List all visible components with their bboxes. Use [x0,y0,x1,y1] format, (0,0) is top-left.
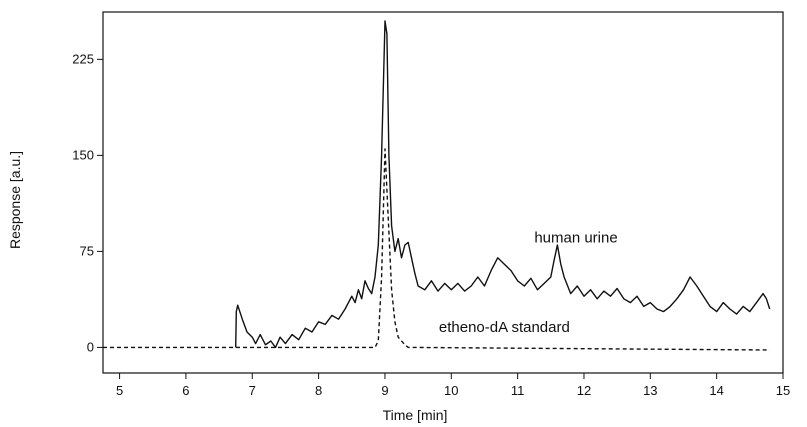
x-tick-label: 14 [709,383,723,398]
y-axis-title: Response [a.u.] [7,151,23,249]
x-tick-label: 9 [381,383,388,398]
x-tick-label: 12 [577,383,591,398]
annotations: human urine etheno-dA standard [439,229,618,336]
x-tick-label: 8 [315,383,322,398]
x-tick-label: 11 [511,383,525,398]
x-axis-ticks: 5 6 7 8 9 10 11 12 13 14 15 [116,373,790,398]
x-tick-label: 7 [249,383,256,398]
x-tick-label: 15 [776,383,790,398]
series-lines [103,20,771,351]
y-tick-label: 150 [72,147,94,162]
x-tick-label: 6 [182,383,189,398]
annotation-label: human urine [534,229,617,246]
x-tick-label: 10 [444,383,458,398]
x-tick-label: 13 [643,383,657,398]
plot-frame [102,11,784,374]
y-tick-label: 75 [80,243,94,258]
series-line-etheno-da-standard [103,148,770,351]
x-tick-label: 5 [116,383,123,398]
x-axis-title: Time [min] [383,407,448,423]
plot-border [102,11,784,374]
y-tick-label: 225 [72,51,94,66]
annotation-label: etheno-dA standard [439,319,570,336]
y-axis-ticks: 0 75 150 225 [72,51,103,354]
y-tick-label: 0 [87,339,94,354]
series-line-human-urine [235,20,771,349]
